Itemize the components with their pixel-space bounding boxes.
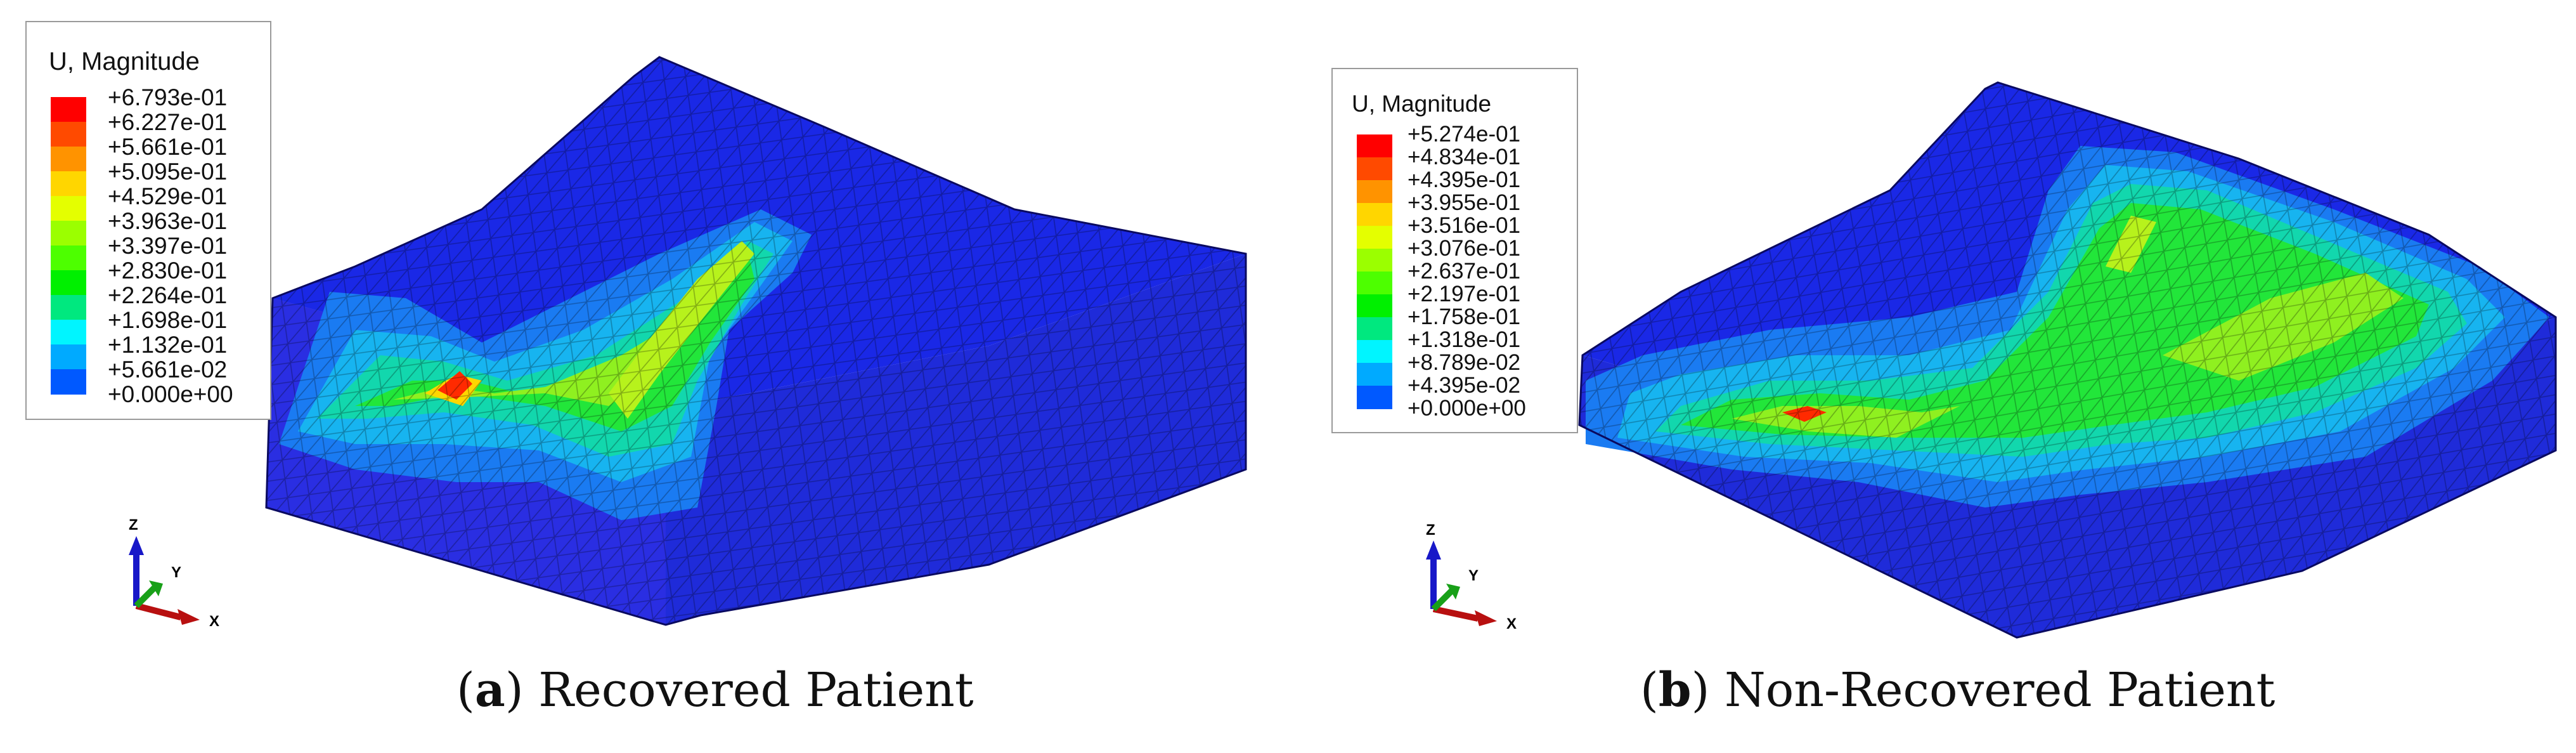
legend-swatch: [51, 221, 86, 246]
legend-label: +4.529e-01: [108, 183, 228, 209]
legend-swatch: [51, 270, 86, 296]
legend-label: +4.395e-01: [1408, 167, 1521, 192]
legend-swatch: [1357, 294, 1392, 318]
legend-swatch: [1357, 226, 1392, 249]
axis-z-label: Z: [129, 516, 138, 534]
legend-label: +0.000e+00: [108, 381, 233, 407]
legend-label: +5.661e-02: [108, 357, 228, 383]
legend-label: +1.132e-01: [108, 332, 228, 358]
axis-y-label: Y: [1468, 567, 1479, 584]
legend-title: U, Magnitude: [49, 48, 200, 75]
legend-swatch: [51, 320, 86, 345]
legend-label: +0.000e+00: [1408, 396, 1526, 421]
axis-triad: Z Y X: [129, 516, 219, 630]
axis-z-label: Z: [1426, 521, 1435, 539]
legend-label: +2.637e-01: [1408, 259, 1521, 284]
legend-label: +4.834e-01: [1408, 145, 1521, 169]
legend-label: +1.698e-01: [108, 307, 228, 333]
legend-label: +3.955e-01: [1408, 190, 1521, 215]
color-legend: U, Magnitude +5.274e-01 +4.834e-01 +4.395e…: [1331, 68, 1578, 433]
axis-triad: Z Y X: [1426, 521, 1517, 632]
legend-swatch: [51, 147, 86, 172]
legend-swatch: [1357, 134, 1392, 158]
legend-label: +3.516e-01: [1408, 213, 1521, 238]
legend-swatch: [51, 122, 86, 147]
legend-swatch: [1357, 340, 1392, 363]
legend-swatch: [1357, 386, 1392, 409]
legend-swatch: [1357, 203, 1392, 226]
panel-non-recovered: U, Magnitude +5.274e-01 +4.834e-01 +4.395e…: [1288, 0, 2576, 753]
legend-label: +5.661e-01: [108, 134, 228, 160]
legend-swatch: [51, 196, 86, 221]
legend-swatch: [1357, 272, 1392, 295]
legend-label: +1.758e-01: [1408, 304, 1521, 329]
legend-title: U, Magnitude: [1352, 91, 1492, 117]
legend-label: +3.963e-01: [108, 208, 228, 234]
legend-swatch: [1357, 317, 1392, 341]
legend-label: +6.793e-01: [108, 84, 228, 110]
panel-recovered: U, Magnitude +6.793e-01 +6.227e-01 +5.661e…: [0, 0, 1268, 753]
axis-y-label: Y: [171, 564, 181, 581]
caption-a: (a) Recovered Patient: [456, 663, 974, 717]
axis-x-label: X: [1506, 615, 1517, 632]
legend-label: +1.318e-01: [1408, 327, 1521, 352]
legend-label: +8.789e-02: [1408, 350, 1521, 375]
legend-swatch: [51, 295, 86, 320]
fe-mesh-plot: [265, 56, 1247, 626]
legend-swatch: [51, 171, 86, 197]
axis-x-label: X: [209, 613, 219, 630]
legend-swatch: [1357, 249, 1392, 272]
legend-swatch: [1357, 157, 1392, 181]
legend-label: +2.197e-01: [1408, 282, 1521, 306]
legend-swatch: [1357, 363, 1392, 386]
legend-swatch: [51, 246, 86, 271]
legend-label: +4.395e-02: [1408, 373, 1521, 398]
legend-color-bar: [1357, 134, 1392, 409]
legend-label: +5.274e-01: [1408, 122, 1521, 147]
legend-label: +5.095e-01: [108, 159, 228, 185]
fe-mesh-plot: [1578, 81, 2557, 639]
legend-swatch: [51, 97, 86, 122]
legend-label: +3.076e-01: [1408, 236, 1521, 261]
legend-label: +2.830e-01: [108, 258, 228, 284]
legend-swatch: [1357, 180, 1392, 204]
legend-label: +6.227e-01: [108, 109, 228, 135]
color-legend: U, Magnitude +6.793e-01 +6.227e-01 +5.661e…: [25, 21, 271, 420]
legend-swatch: [51, 369, 86, 395]
legend-swatch: [51, 344, 86, 370]
legend-label: +2.264e-01: [108, 282, 228, 308]
caption-b: (b) Non-Recovered Patient: [1640, 663, 2275, 717]
legend-label: +3.397e-01: [108, 233, 228, 259]
legend-color-bar: [51, 97, 86, 395]
